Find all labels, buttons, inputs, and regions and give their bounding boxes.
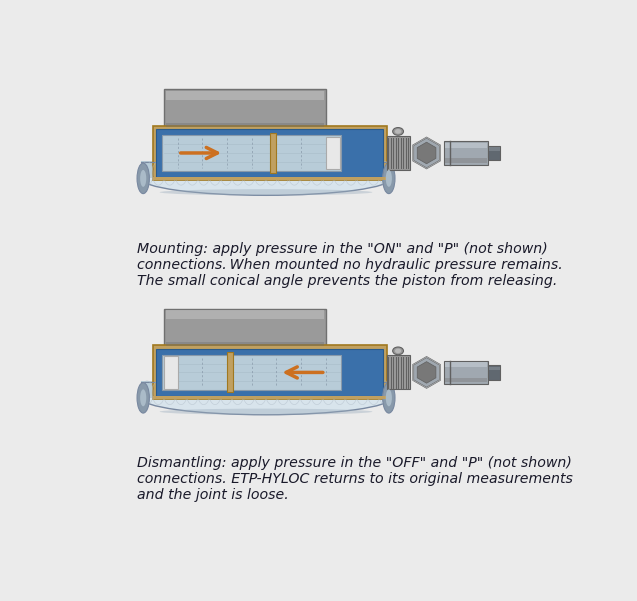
Text: Mounting: apply pressure in the "ON" and "P" (not shown): Mounting: apply pressure in the "ON" and… [137,242,547,255]
Bar [387,355,410,389]
Bar [445,158,487,163]
Bar [270,133,276,173]
Bar [488,145,501,160]
Text: Dismantling: apply pressure in the "OFF" and "P" (not shown): Dismantling: apply pressure in the "OFF"… [137,456,571,469]
Bar [154,177,387,180]
Bar [141,162,391,178]
Bar [156,349,383,396]
Bar [445,143,487,148]
Bar [164,308,326,349]
Bar [164,89,326,129]
Ellipse shape [140,170,147,187]
Bar [164,346,326,349]
Ellipse shape [392,347,403,355]
Bar [154,346,387,400]
Polygon shape [413,357,440,388]
Ellipse shape [386,170,392,187]
Polygon shape [413,138,440,168]
Text: The small conical angle prevents the piston from releasing.: The small conical angle prevents the pis… [137,274,557,288]
Ellipse shape [160,189,373,195]
Bar [387,136,410,170]
Bar [162,135,341,171]
Bar [445,362,487,367]
Text: connections. When mounted no hydraulic pressure remains.: connections. When mounted no hydraulic p… [137,258,562,272]
Polygon shape [417,142,436,163]
Ellipse shape [137,163,149,194]
Ellipse shape [140,389,147,406]
Bar [489,367,499,370]
Ellipse shape [141,162,391,195]
Bar [227,352,233,392]
Bar [488,365,501,380]
Bar [164,127,326,129]
Bar [166,310,324,319]
Bar [166,123,324,127]
Bar [326,137,340,169]
Bar [443,141,488,165]
Bar [154,396,387,400]
Bar [164,356,178,389]
Bar [489,147,499,151]
Bar [141,381,391,398]
Bar [162,355,341,390]
Ellipse shape [395,349,401,353]
Ellipse shape [395,129,401,133]
Ellipse shape [383,163,395,194]
Ellipse shape [160,409,373,415]
Ellipse shape [137,383,149,413]
Ellipse shape [392,127,403,135]
Ellipse shape [141,381,391,415]
Bar [166,343,324,347]
Ellipse shape [383,383,395,413]
Ellipse shape [386,389,392,406]
Text: connections. ETP-HYLOC returns to its original measurements: connections. ETP-HYLOC returns to its or… [137,472,573,486]
Bar [443,361,488,384]
Bar [156,129,383,177]
Bar [154,126,387,180]
Bar [445,378,487,382]
Polygon shape [417,362,436,383]
Bar [166,91,324,100]
Text: and the joint is loose.: and the joint is loose. [137,488,289,502]
